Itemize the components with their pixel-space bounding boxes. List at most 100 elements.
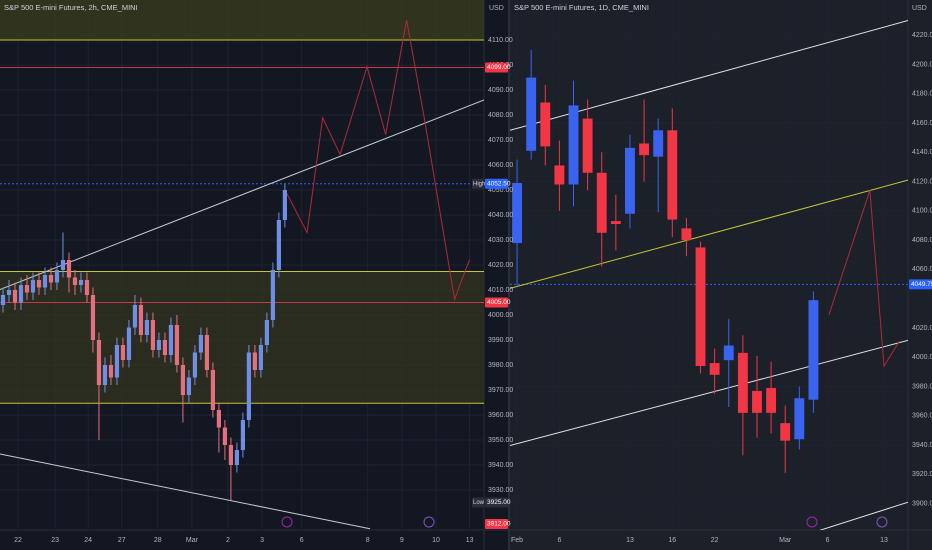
candle-body <box>150 320 156 350</box>
candle-body <box>84 280 90 295</box>
candle-body <box>18 285 24 303</box>
candle-body <box>568 105 579 185</box>
x-tick-label: 16 <box>668 537 676 544</box>
plot <box>0 0 484 530</box>
chart-title: S&P 500 E-mini Futures, 2h, CME_MINI <box>4 3 138 12</box>
candle-body <box>36 280 42 288</box>
x-tick-label: 8 <box>366 537 370 544</box>
x-tick-label: 9 <box>400 537 404 544</box>
currency: USD <box>912 5 927 12</box>
candle-body <box>582 118 593 173</box>
y-tick-label: 4070.00 <box>488 137 513 144</box>
y-tick-label: 3950.00 <box>488 437 513 444</box>
candle-body <box>723 345 734 361</box>
x-tick-label: 2 <box>226 537 230 544</box>
event-icon[interactable] <box>876 516 888 528</box>
y-tick-label: 3900.00 <box>912 500 932 507</box>
y-tick-label: 4050.00 <box>488 187 513 194</box>
candle-body <box>24 285 30 293</box>
tag-title-box <box>472 178 484 189</box>
x-tick-label: 28 <box>154 537 162 544</box>
candle-body <box>270 270 275 320</box>
drawing-line <box>0 99 484 290</box>
y-tick-label: 4220.00 <box>912 32 932 39</box>
axes: 3930.00 3940.00 3950.00 3960.00 3970.00 3980.… <box>14 32 932 544</box>
candle-body <box>653 130 664 157</box>
event-icon[interactable] <box>806 516 818 528</box>
price-tag-label: 3912.00 <box>487 521 511 528</box>
candle-body <box>766 387 777 413</box>
x-tick-label: 23 <box>51 537 59 544</box>
chart-title: S&P 500 E-mini Futures, 1D, CME_MINI <box>514 3 649 12</box>
candle-body <box>162 340 168 355</box>
price-tag <box>485 497 508 508</box>
candle-body <box>144 320 150 335</box>
candle-body <box>794 398 805 440</box>
candle-body <box>96 340 102 385</box>
candle-body <box>737 352 748 413</box>
candle-body <box>108 365 114 378</box>
y-tick-label: 4110.00 <box>488 37 513 44</box>
candle-body <box>30 280 36 293</box>
x-tick-label: Mar <box>186 537 199 544</box>
candle-body <box>6 290 12 295</box>
candle-body <box>695 247 706 367</box>
y-tick-label: 3990.00 <box>488 337 513 344</box>
candle-body <box>639 143 650 156</box>
event-icon[interactable] <box>423 516 435 528</box>
tag-title: High <box>473 181 485 187</box>
candle-body <box>554 165 565 185</box>
x-tick-label: Feb <box>511 537 523 544</box>
y-tick-label: 4010.00 <box>488 287 513 294</box>
drawing-line <box>510 179 908 289</box>
candle-body <box>222 427 228 445</box>
candle-body <box>132 305 138 328</box>
y-tick-label: 3980.00 <box>912 383 932 390</box>
candle-body <box>156 340 162 350</box>
candle-body <box>12 290 18 303</box>
candle-body <box>72 277 78 285</box>
drawing-line <box>510 339 908 447</box>
x-tick-label: 13 <box>626 537 634 544</box>
candle-body <box>252 352 257 370</box>
candle-body <box>246 352 251 420</box>
candle-body <box>90 295 96 340</box>
candle-body <box>174 325 180 365</box>
candle-body <box>780 423 791 441</box>
y-tick-label: 4100.00 <box>912 208 932 215</box>
candle-body <box>234 450 240 465</box>
candle-body <box>667 130 678 220</box>
candle-body <box>282 190 287 220</box>
y-tick-label: 4140.00 <box>912 149 932 156</box>
price-tag <box>909 279 932 290</box>
candle-body <box>114 345 120 378</box>
candle-body <box>681 228 692 241</box>
drawing-line <box>819 501 908 530</box>
candle-body <box>204 335 210 370</box>
tag-title: Low <box>473 500 485 506</box>
y-tick-label: 3980.00 <box>488 362 513 369</box>
y-tick-label: 3940.00 <box>488 462 513 469</box>
x-tick-label: 27 <box>118 537 126 544</box>
x-tick-label: 3 <box>260 537 264 544</box>
candle-body <box>596 172 607 233</box>
x-tick-label: 6 <box>826 537 830 544</box>
y-tick-label: 3960.00 <box>912 413 932 420</box>
x-tick-label: Mar <box>779 537 792 544</box>
y-tick-label: 4080.00 <box>488 112 513 119</box>
y-tick-label: 4090.00 <box>488 87 513 94</box>
candle-body <box>625 147 635 214</box>
y-tick-label: 4020.00 <box>912 325 932 332</box>
currency: USD <box>489 5 504 12</box>
y-tick-label: 3930.00 <box>488 487 513 494</box>
event-icon[interactable] <box>281 516 293 528</box>
y-tick-label: 3960.00 <box>488 412 513 419</box>
candle-body <box>264 320 269 345</box>
zone <box>0 271 484 404</box>
y-tick-label: 4060.00 <box>912 266 932 273</box>
tag-title-box <box>472 497 484 508</box>
y-tick-label: 3970.00 <box>488 387 513 394</box>
drawing-line <box>828 190 900 368</box>
